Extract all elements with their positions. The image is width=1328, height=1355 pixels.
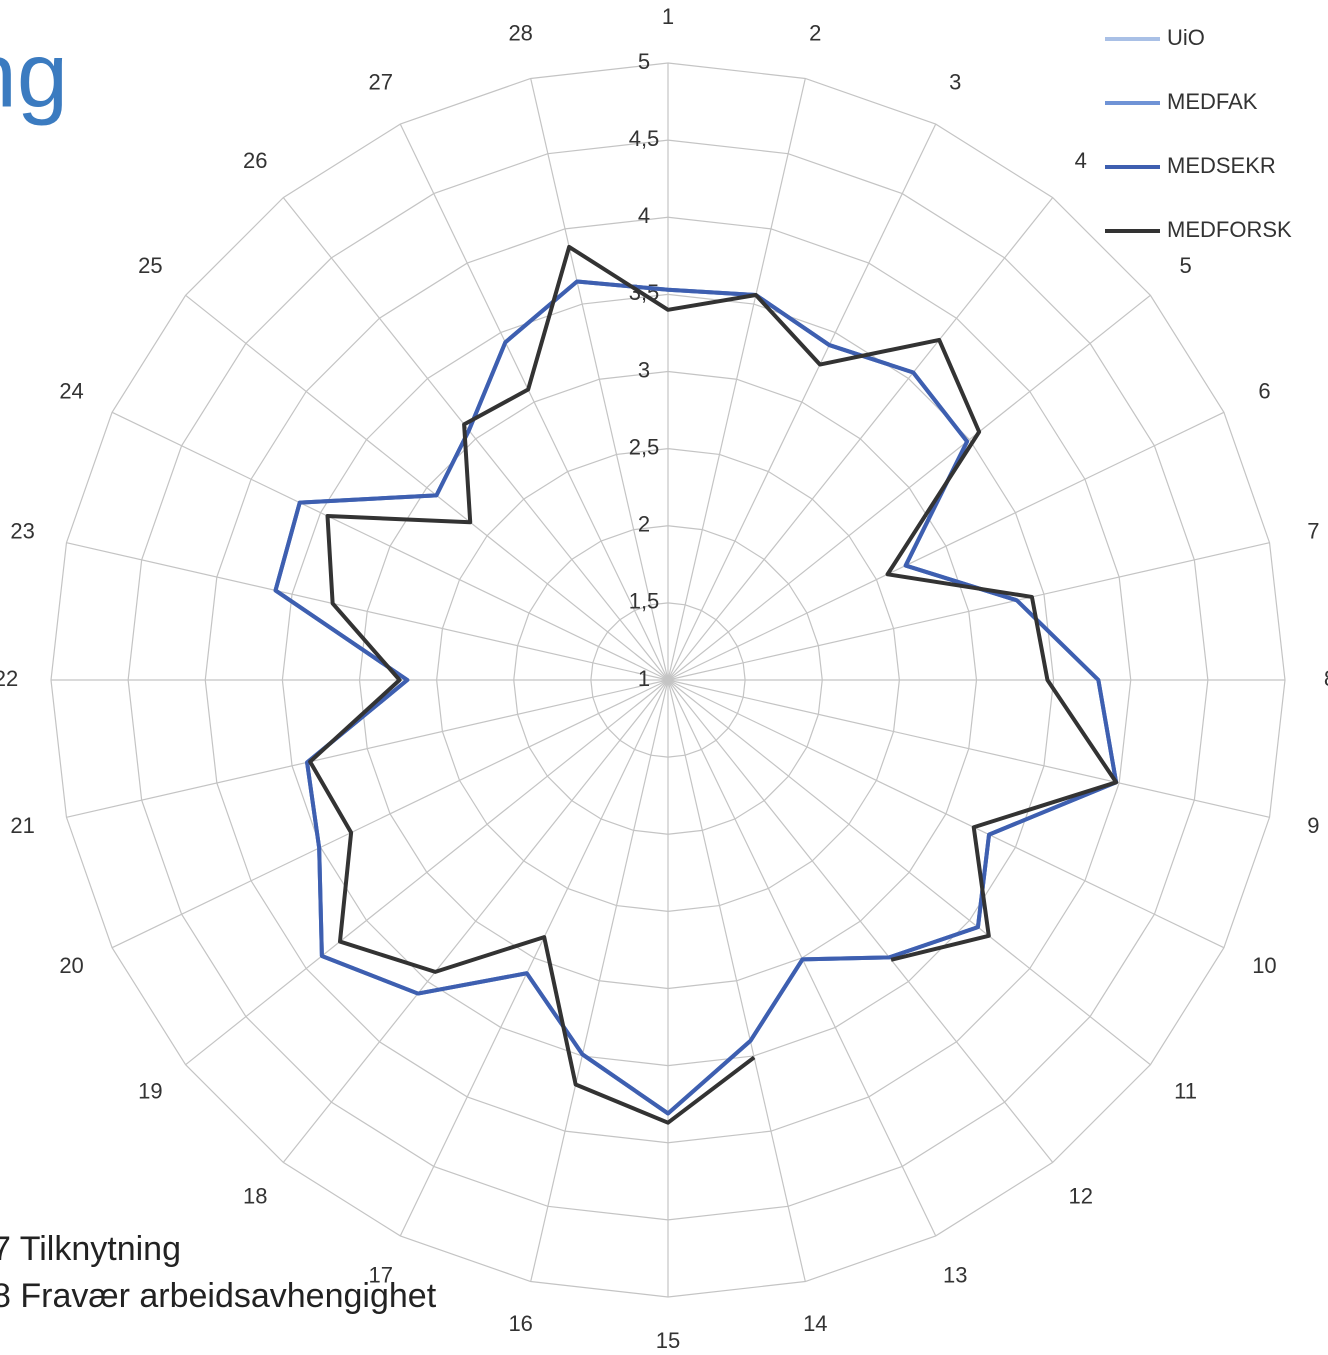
r-tick-label: 5 [638, 49, 650, 74]
category-label: 14 [803, 1311, 827, 1336]
legend-label: MEDSEKR [1167, 153, 1276, 178]
category-label: 20 [59, 953, 83, 978]
category-label: 15 [656, 1328, 680, 1353]
category-label: 28 [508, 20, 532, 45]
category-label: 5 [1179, 253, 1191, 278]
grid-ring [513, 525, 823, 835]
category-label: 2 [809, 20, 821, 45]
category-label: 7 [1307, 519, 1319, 544]
category-label: 17 [369, 1262, 393, 1287]
grid-ring [281, 293, 1055, 1067]
grid-ring [50, 62, 1286, 1298]
annotation: 7 Tilknytning [0, 1230, 181, 1268]
category-label: 21 [10, 813, 34, 838]
legend-label: MEDFAK [1167, 89, 1258, 114]
r-tick-label: 3 [638, 357, 650, 382]
grid-ring [590, 602, 746, 758]
grid-ring [127, 139, 1209, 1221]
category-label: 19 [138, 1079, 162, 1104]
category-label: 10 [1252, 953, 1276, 978]
category-label: 23 [10, 519, 34, 544]
grid-ring [358, 370, 978, 990]
grid-ring [204, 216, 1132, 1144]
category-label: 4 [1075, 148, 1087, 173]
legend-label: MEDFORSK [1167, 217, 1292, 242]
chart-title: ng [0, 24, 68, 126]
r-tick-label: 4 [638, 203, 650, 228]
legend-label: UiO [1167, 25, 1205, 50]
series-line [273, 279, 1119, 1116]
category-label: 8 [1324, 666, 1328, 691]
r-tick-label: 4,5 [629, 126, 660, 151]
category-label: 18 [243, 1183, 267, 1208]
r-tick-label: 2 [638, 512, 650, 537]
series-line [308, 244, 1119, 1125]
category-label: 27 [369, 69, 393, 94]
category-label: 24 [59, 379, 83, 404]
category-label: 6 [1258, 379, 1270, 404]
category-label: 1 [662, 4, 674, 29]
category-label: 22 [0, 666, 18, 691]
category-label: 9 [1307, 813, 1319, 838]
r-tick-label: 2,5 [629, 434, 660, 459]
category-label: 13 [943, 1262, 967, 1287]
grid-ring [436, 448, 900, 912]
category-label: 3 [949, 69, 961, 94]
r-tick-label: 1 [638, 666, 650, 691]
category-label: 12 [1069, 1183, 1093, 1208]
category-label: 25 [138, 253, 162, 278]
r-tick-label: 1,5 [629, 589, 660, 614]
category-label: 26 [243, 148, 267, 173]
category-label: 11 [1174, 1079, 1197, 1104]
category-label: 16 [508, 1311, 532, 1336]
annotation: 8 Fravær arbeidsavhengighet [0, 1277, 437, 1315]
